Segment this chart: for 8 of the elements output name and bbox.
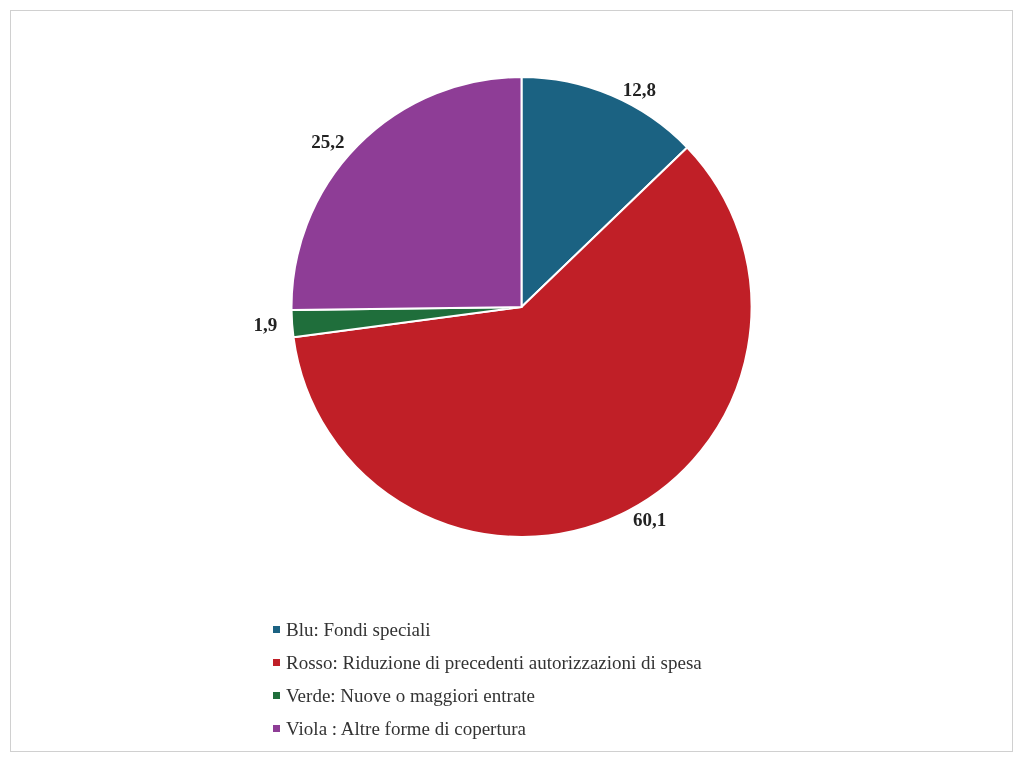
legend-label: Verde: Nuove o maggiori entrate (286, 685, 536, 706)
data-label: 12,8 (622, 79, 657, 101)
legend-label: Blu: Fondi speciali (286, 619, 431, 640)
data-label: 25,2 (311, 130, 345, 152)
data-label: 60,1 (633, 509, 667, 531)
data-label: 1,9 (253, 313, 278, 335)
legend-label: Viola : Altre forme di copertura (286, 718, 527, 739)
legend-label: Rosso: Riduzione di precedenti autorizzazioni di spesa (286, 652, 703, 673)
